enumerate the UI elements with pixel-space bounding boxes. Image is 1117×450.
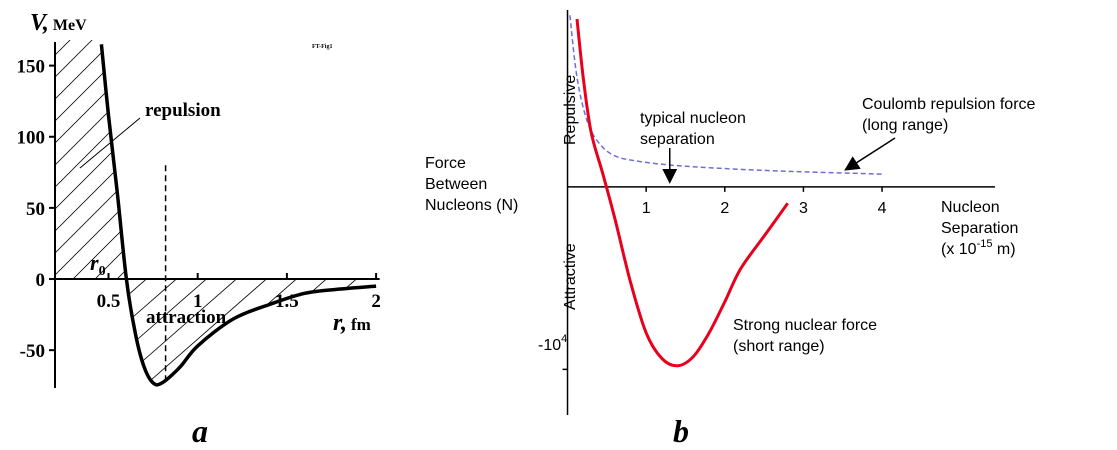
r0-label: r0 [90, 250, 106, 279]
y-tick-label: 50 [26, 199, 45, 220]
panel-b: 1 2 3 4 Force Between Nucleons (N) Repulsiv… [425, 10, 1040, 449]
coulomb-arrow [844, 137, 896, 171]
strong-force-curve [575, 18, 789, 368]
y-axis-title: V, MeV [30, 10, 87, 36]
x-tick-label: 2 [371, 291, 381, 312]
x-tick-label: 3 [799, 200, 808, 217]
panel-label-b: b [673, 413, 689, 449]
x-axis-title: Nucleon Separation (x 10-15 m) [941, 199, 1023, 258]
x-tick-label: 0.5 [97, 291, 121, 312]
separation-label: typical nucleon separation [640, 110, 750, 148]
y-ticks: 150 100 50 0 -50 [17, 57, 55, 362]
repulsive-label: Repulsive [562, 75, 579, 145]
x-tick-label: 2 [720, 200, 729, 217]
x-ticks: 1 2 3 4 [562, 186, 887, 371]
x-tick-label: 1 [193, 291, 203, 312]
strong-force-label: Strong nuclear force (short range) [733, 317, 882, 355]
repulsion-pointer [79, 117, 141, 169]
figure-tag: FT-Fig1 [312, 44, 332, 50]
x-axis-title: r, fm [333, 310, 371, 336]
y-tick-label: 150 [17, 57, 46, 78]
y-axis-title: Force Between Nucleons (N) [425, 155, 518, 214]
repulsion-label: repulsion [145, 100, 221, 121]
y-tick-label: 0 [36, 270, 46, 291]
potential-curve [99, 44, 377, 387]
coulomb-curve [569, 15, 883, 175]
x-tick-label: 4 [878, 200, 887, 217]
attraction-label: attraction [146, 307, 227, 328]
panel-label-a: a [192, 413, 208, 449]
coulomb-label: Coulomb repulsion force (long range) [862, 96, 1040, 134]
attractive-label: Attractive [562, 243, 579, 310]
x-axis-unit: (x 10-15 m) [941, 238, 1016, 258]
y-tick-label: 100 [17, 128, 46, 149]
y-tick-label: -104 [538, 333, 567, 354]
y-tick-label: -50 [20, 341, 45, 362]
x-tick-label: 1 [642, 200, 651, 217]
